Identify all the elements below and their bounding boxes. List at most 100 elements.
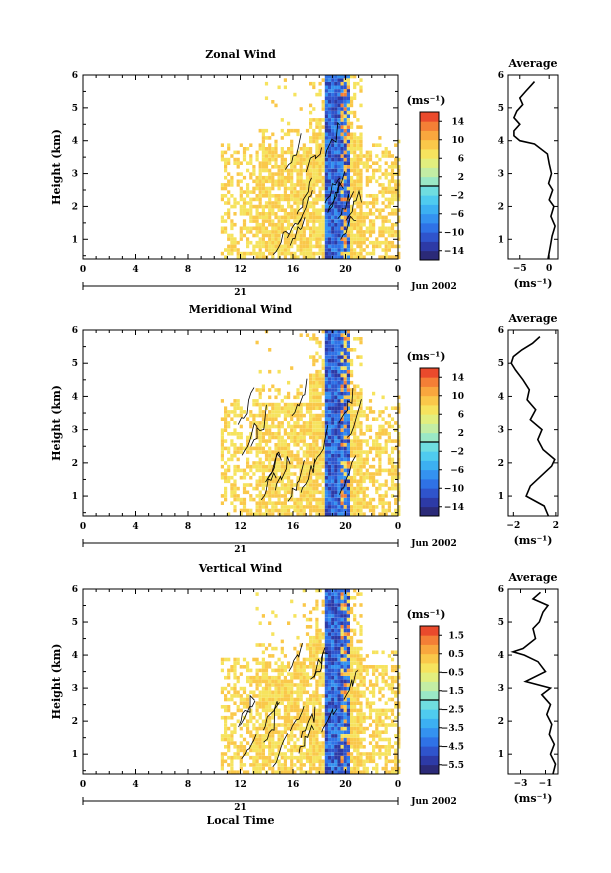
heatmap-cell	[321, 139, 325, 144]
heatmap-cell	[372, 690, 376, 695]
heatmap-cell	[346, 421, 350, 425]
heatmap-cell	[283, 439, 287, 443]
heatmap-cell	[280, 230, 284, 234]
heatmap-cell	[236, 657, 240, 662]
heatmap-cell	[324, 244, 328, 249]
heatmap-cell	[274, 675, 278, 680]
heatmap-cell	[249, 755, 253, 760]
heatmap-cell	[350, 639, 354, 644]
heatmap-cell	[390, 461, 395, 465]
heatmap-cell	[394, 439, 398, 443]
heatmap-cell	[274, 183, 278, 187]
heatmap-cell	[315, 201, 319, 205]
heatmap-cell	[397, 486, 401, 491]
heatmap-cell	[305, 453, 310, 458]
heatmap-cell	[302, 443, 306, 447]
heatmap-cell	[287, 222, 291, 227]
heatmap-cell	[268, 708, 272, 713]
heatmap-cell	[340, 737, 344, 742]
heatmap-cell	[337, 114, 341, 118]
heatmap-cell	[242, 690, 247, 695]
heatmap-cell	[359, 464, 363, 469]
heatmap-cell	[296, 388, 300, 392]
heatmap-cell	[390, 161, 395, 165]
heatmap-cell	[375, 479, 379, 484]
heatmap-cell	[324, 646, 328, 651]
heatmap-cell	[350, 694, 354, 698]
heatmap-cell	[324, 490, 328, 495]
heatmap-cell	[268, 428, 272, 432]
heatmap-cell	[337, 329, 341, 334]
heatmap-cell	[324, 103, 328, 108]
heatmap-cell	[280, 770, 284, 774]
heatmap-cell	[277, 679, 281, 684]
heatmap-cell	[283, 512, 287, 516]
heatmap-cell	[331, 348, 335, 352]
heatmap-cell	[268, 175, 272, 180]
heatmap-cell	[242, 150, 247, 155]
heatmap-cell	[394, 194, 398, 198]
heatmap-cell	[293, 472, 297, 476]
heatmap-cell	[249, 679, 253, 684]
heatmap-cell	[387, 150, 391, 155]
heatmap-cell	[271, 512, 275, 516]
heatmap-cell	[343, 212, 347, 216]
heatmap-cell	[230, 194, 234, 198]
heatmap-cell	[264, 646, 269, 651]
heatmap-cell	[290, 690, 294, 695]
heatmap-cell	[315, 483, 319, 487]
heatmap-cell	[327, 603, 332, 607]
heatmap-cell	[274, 712, 278, 716]
heatmap-cell	[356, 237, 360, 241]
heatmap-cell	[350, 226, 354, 231]
heatmap-cell	[271, 406, 275, 410]
heatmap-cell	[334, 719, 338, 724]
heatmap-cell	[340, 635, 344, 640]
heatmap-cell	[346, 377, 350, 381]
heatmap-cell	[340, 665, 344, 669]
heatmap-cell	[318, 406, 322, 410]
heatmap-cell	[299, 107, 303, 111]
heatmap-cell	[299, 505, 303, 509]
heatmap-cell	[340, 358, 344, 363]
heatmap-cell	[296, 486, 300, 491]
heatmap-cell	[233, 197, 237, 202]
heatmap-cell	[340, 344, 344, 348]
heatmap-cell	[334, 490, 338, 495]
heatmap-cell	[309, 81, 313, 86]
heatmap-cell	[350, 683, 354, 687]
heatmap-cell	[356, 657, 360, 662]
heatmap-cell	[239, 512, 243, 516]
heatmap-cell	[280, 410, 284, 414]
heatmap-cell	[271, 172, 275, 176]
heatmap-cell	[331, 175, 335, 180]
heatmap-cell	[309, 172, 313, 176]
heatmap-cell	[312, 373, 316, 378]
heatmap-cell	[321, 635, 325, 640]
heatmap-cell	[283, 395, 287, 400]
heatmap-cell	[305, 443, 310, 447]
heatmap-cell	[334, 194, 338, 198]
heatmap-cell	[353, 766, 357, 771]
x-tick-label: 12	[234, 265, 247, 275]
heatmap-cell	[271, 723, 275, 727]
heatmap-cell	[264, 432, 269, 436]
heatmap-cell	[334, 737, 338, 742]
heatmap-cell	[302, 237, 306, 241]
heatmap-cell	[299, 333, 303, 337]
heatmap-cell	[293, 483, 297, 487]
heatmap-cell	[346, 215, 350, 220]
heatmap-cell	[264, 694, 269, 698]
heatmap-cell	[340, 697, 344, 702]
heatmap-cell	[324, 255, 328, 259]
heatmap-cell	[331, 719, 335, 724]
heatmap-cell	[346, 461, 350, 465]
heatmap-cell	[246, 186, 250, 191]
heatmap-cell	[318, 197, 322, 202]
heatmap-cell	[264, 450, 269, 454]
heatmap-cell	[372, 708, 376, 713]
heatmap-cell	[324, 179, 328, 184]
heatmap-cell	[321, 197, 325, 202]
heatmap-cell	[397, 233, 401, 238]
heatmap-cell	[346, 157, 350, 162]
